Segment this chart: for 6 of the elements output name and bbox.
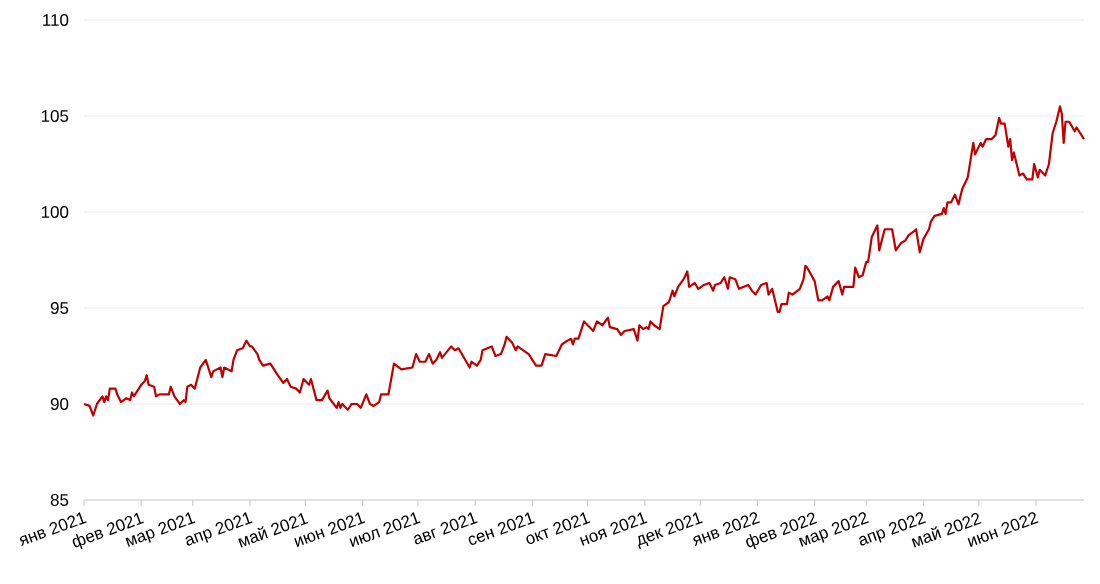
y-tick-label: 90 [50,397,69,410]
y-tick-label: 95 [50,301,69,314]
y-tick-label: 100 [41,205,69,218]
y-tick-label: 85 [50,493,69,506]
y-tick-label: 110 [43,14,69,27]
y-tick-label: 105 [41,109,69,123]
